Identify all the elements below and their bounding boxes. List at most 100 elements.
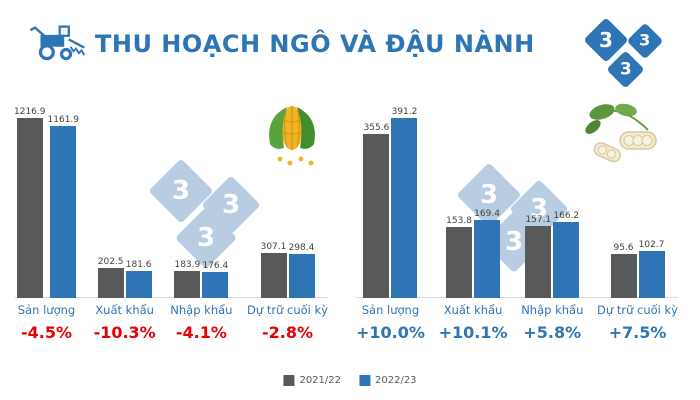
logo-diamond-icon: 3 (626, 22, 664, 60)
bar-pair: 157.1 166.2 (525, 210, 580, 298)
bar-value-label: 176.4 (202, 260, 229, 271)
bar-column: 166.2 (553, 210, 580, 298)
bar-group: 183.9 176.4 Nhập khẩu -4.1% (170, 104, 232, 342)
category-label: Nhập khẩu (170, 303, 233, 317)
bar-value-label: 298.4 (288, 242, 315, 253)
corn-icon (269, 106, 315, 166)
change-percent-label: +10.0% (356, 323, 425, 342)
bar-column: 102.7 (638, 239, 665, 298)
bar (638, 250, 665, 298)
bar-value-label: 169.4 (474, 209, 500, 220)
bar (391, 118, 418, 298)
category-label: Sản lượng (361, 303, 420, 317)
logo-digit: 3 (619, 59, 632, 79)
bar-pair: 307.1 298.4 (260, 241, 315, 298)
bar-column: 355.6 (363, 123, 390, 298)
bar-column: 202.5 (97, 257, 124, 298)
bar-column: 157.1 (525, 214, 552, 298)
bar (525, 225, 552, 298)
bar (474, 220, 501, 298)
bar (16, 118, 43, 298)
bar-value-label: 202.5 (97, 257, 124, 267)
corn-bar-chart: 1216.9 1161.9 Sản lượng -4.5% 202.5 181.6 Xuất… (14, 104, 328, 342)
legend-item-2022-23: 2022/23 (359, 375, 417, 386)
legend-item-2021-22: 2021/22 (283, 375, 341, 386)
bar-column: 95.6 (610, 243, 637, 298)
bar-group: 157.1 166.2 Nhập khẩu +5.8% (521, 104, 584, 343)
change-percent-label: -4.1% (175, 323, 227, 342)
bar-value-label: 183.9 (174, 259, 201, 270)
bar (553, 221, 580, 298)
bar-value-label: 391.2 (391, 107, 418, 117)
bar (288, 253, 315, 298)
bar (174, 270, 201, 298)
page-title: THU HOẠCH NGÔ VÀ ĐẬU NÀNH (95, 30, 535, 58)
category-label: Xuất khẩu (443, 303, 503, 317)
category-label: Xuất khẩu (95, 303, 154, 317)
bar-group: 202.5 181.6 Xuất khẩu -10.3% (94, 104, 156, 342)
axis-baseline (356, 297, 678, 298)
logo-digit: 3 (599, 27, 613, 52)
category-label: Dự trữ cuối kỳ (597, 303, 678, 317)
change-percent-label: +10.1% (438, 323, 508, 342)
bar-pair: 95.6 102.7 (610, 239, 665, 298)
bar-group: 307.1 298.4 Dự trữ cuối kỳ -2.8% (247, 104, 328, 342)
bar-column: 181.6 (125, 260, 152, 298)
bar-value-label: 95.6 (613, 243, 634, 253)
bar-value-label: 1161.9 (47, 115, 80, 126)
brand-logo-diamonds: 3 3 3 (583, 16, 682, 89)
bar (260, 252, 287, 298)
legend-label: 2021/22 (299, 375, 341, 386)
change-percent-label: +7.5% (608, 323, 667, 342)
change-percent-label: -2.8% (262, 323, 314, 342)
bar-column: 1216.9 (14, 107, 46, 298)
bar-column: 169.4 (474, 209, 501, 298)
bar-group: 355.6 391.2 Sản lượng +10.0% (356, 104, 425, 342)
bar-pair: 1216.9 1161.9 (14, 107, 79, 298)
category-label: Nhập khẩu (521, 303, 584, 317)
bar (202, 271, 229, 298)
bar-value-label: 1216.9 (14, 107, 46, 117)
bar-column: 183.9 (174, 259, 201, 298)
combine-harvester-icon (29, 25, 86, 61)
change-percent-label: -4.5% (20, 323, 72, 342)
legend: 2021/22 2022/23 (283, 375, 417, 386)
category-label: Dự trữ cuối kỳ (247, 303, 328, 317)
bar-group: 95.6 102.7 Dự trữ cuối kỳ +7.5% (597, 104, 678, 342)
bar-column: 298.4 (288, 242, 315, 298)
axis-baseline (14, 297, 328, 298)
bar-column: 176.4 (202, 260, 229, 298)
bar (446, 227, 473, 298)
legend-swatch-gray (283, 375, 295, 386)
bar-value-label: 181.6 (125, 260, 152, 271)
bar-pair: 202.5 181.6 (97, 257, 152, 298)
bar (125, 271, 152, 298)
bar-pair: 183.9 176.4 (174, 259, 229, 298)
bar-column: 391.2 (391, 107, 418, 298)
bar-pair: 153.8 169.4 (446, 209, 501, 298)
bar-value-label: 153.8 (446, 216, 472, 227)
bar-column: 153.8 (446, 216, 473, 298)
logo-digit: 3 (639, 30, 651, 50)
bar-value-label: 166.2 (553, 210, 580, 221)
bar-value-label: 355.6 (363, 123, 390, 134)
bar-group: 1216.9 1161.9 Sản lượng -4.5% (14, 104, 79, 342)
bar-value-label: 307.1 (260, 241, 287, 252)
bar (363, 134, 390, 298)
bar-value-label: 102.7 (638, 239, 665, 250)
legend-label: 2022/23 (375, 375, 417, 386)
category-label: Sản lượng (17, 303, 76, 317)
bar-value-label: 157.1 (525, 214, 552, 225)
change-percent-label: -10.3% (93, 323, 156, 342)
soybean-icon (585, 103, 657, 163)
change-percent-label: +5.8% (523, 323, 582, 342)
bar (610, 254, 637, 298)
bar (50, 126, 77, 298)
bar (97, 268, 124, 298)
legend-swatch-blue (359, 375, 370, 386)
bar-group: 153.8 169.4 Xuất khẩu +10.1% (439, 104, 508, 342)
bar-pair: 355.6 391.2 (363, 107, 418, 298)
bar-column: 307.1 (260, 241, 287, 298)
soybean-bar-chart: 355.6 391.2 Sản lượng +10.0% 153.8 169.4 Xuất … (356, 104, 678, 342)
